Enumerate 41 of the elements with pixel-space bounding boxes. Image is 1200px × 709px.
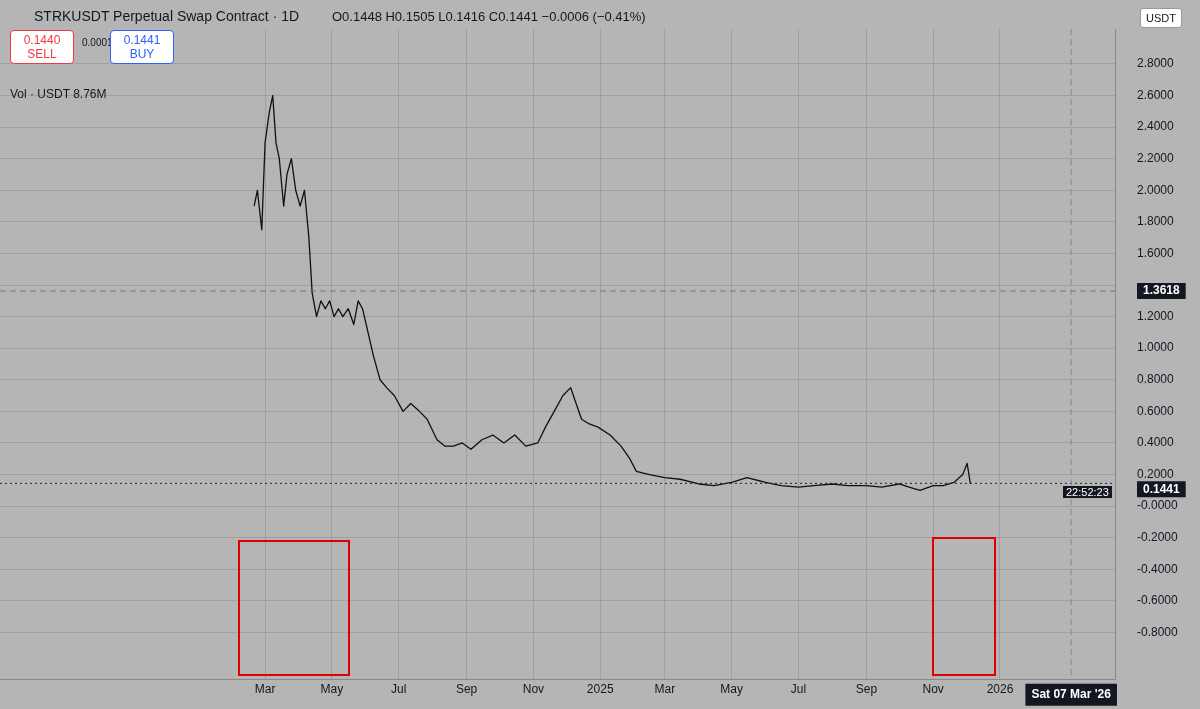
y-tick-label: 2.6000 xyxy=(1137,87,1175,102)
ref-line-label: Sat 07 Mar '26 xyxy=(1031,687,1112,702)
annotation: 0.1441 BUY xyxy=(123,33,161,61)
annotation: 22:52:23 xyxy=(1063,486,1112,498)
y-tick-label: 2.4000 xyxy=(1137,119,1175,134)
x-tick-label: Sep xyxy=(855,682,878,697)
x-tick-label: May xyxy=(320,682,344,697)
x-tick-label: Nov xyxy=(522,682,545,697)
ref-line-label: 0.1441 xyxy=(1143,481,1181,496)
y-tick-label: 0.2000 xyxy=(1137,466,1175,481)
x-tick-label: Sep xyxy=(455,682,478,697)
y-tick-label: -0.0000 xyxy=(1137,498,1179,513)
y-tick-label: 2.2000 xyxy=(1137,151,1175,165)
y-tick-label: 0.8000 xyxy=(1137,372,1175,387)
y-tick-label: -0.2000 xyxy=(1137,529,1179,544)
text: USDT xyxy=(1140,8,1182,28)
y-tick-label: 2.8000 xyxy=(1137,56,1175,71)
y-tick-label: -0.8000 xyxy=(1137,624,1179,639)
y-tick-label: -0.6000 xyxy=(1137,593,1179,608)
y-tick-label: 0.6000 xyxy=(1137,403,1175,418)
y-tick-label: 1.8000 xyxy=(1137,214,1175,229)
y-tick-label: 1.2000 xyxy=(1137,308,1175,323)
y-tick-label: 2.0000 xyxy=(1137,182,1175,197)
x-tick-label: Mar xyxy=(254,682,276,697)
ref-line-label: 1.3618 xyxy=(1143,283,1181,298)
x-tick-label: Mar xyxy=(654,682,676,697)
x-tick-label: May xyxy=(720,682,743,697)
y-tick-label: -0.4000 xyxy=(1137,561,1179,576)
x-tick-label: 2026 xyxy=(986,682,1014,697)
y-tick-label: 1.0000 xyxy=(1137,340,1175,355)
x-tick-label: Jul xyxy=(790,682,807,697)
x-tick-label: 2025 xyxy=(586,682,614,697)
annotation: 0.0001 xyxy=(82,37,113,48)
chart-title: STRKUSDT Perpetual Swap Contract · 1D xyxy=(34,8,300,24)
x-tick-label: Jul xyxy=(391,682,407,697)
annotation: 0.1440 SELL xyxy=(10,30,74,64)
y-tick-label: 1.6000 xyxy=(1137,245,1175,260)
text: O0.1448 H0.1505 L0.1416 C0.1441 −0.0006 (−0.41%) xyxy=(332,9,646,24)
y-tick-label: 0.4000 xyxy=(1137,435,1175,450)
annotation: Vol · USDT 8.76M xyxy=(10,87,107,101)
x-tick-label: Nov xyxy=(922,682,944,697)
